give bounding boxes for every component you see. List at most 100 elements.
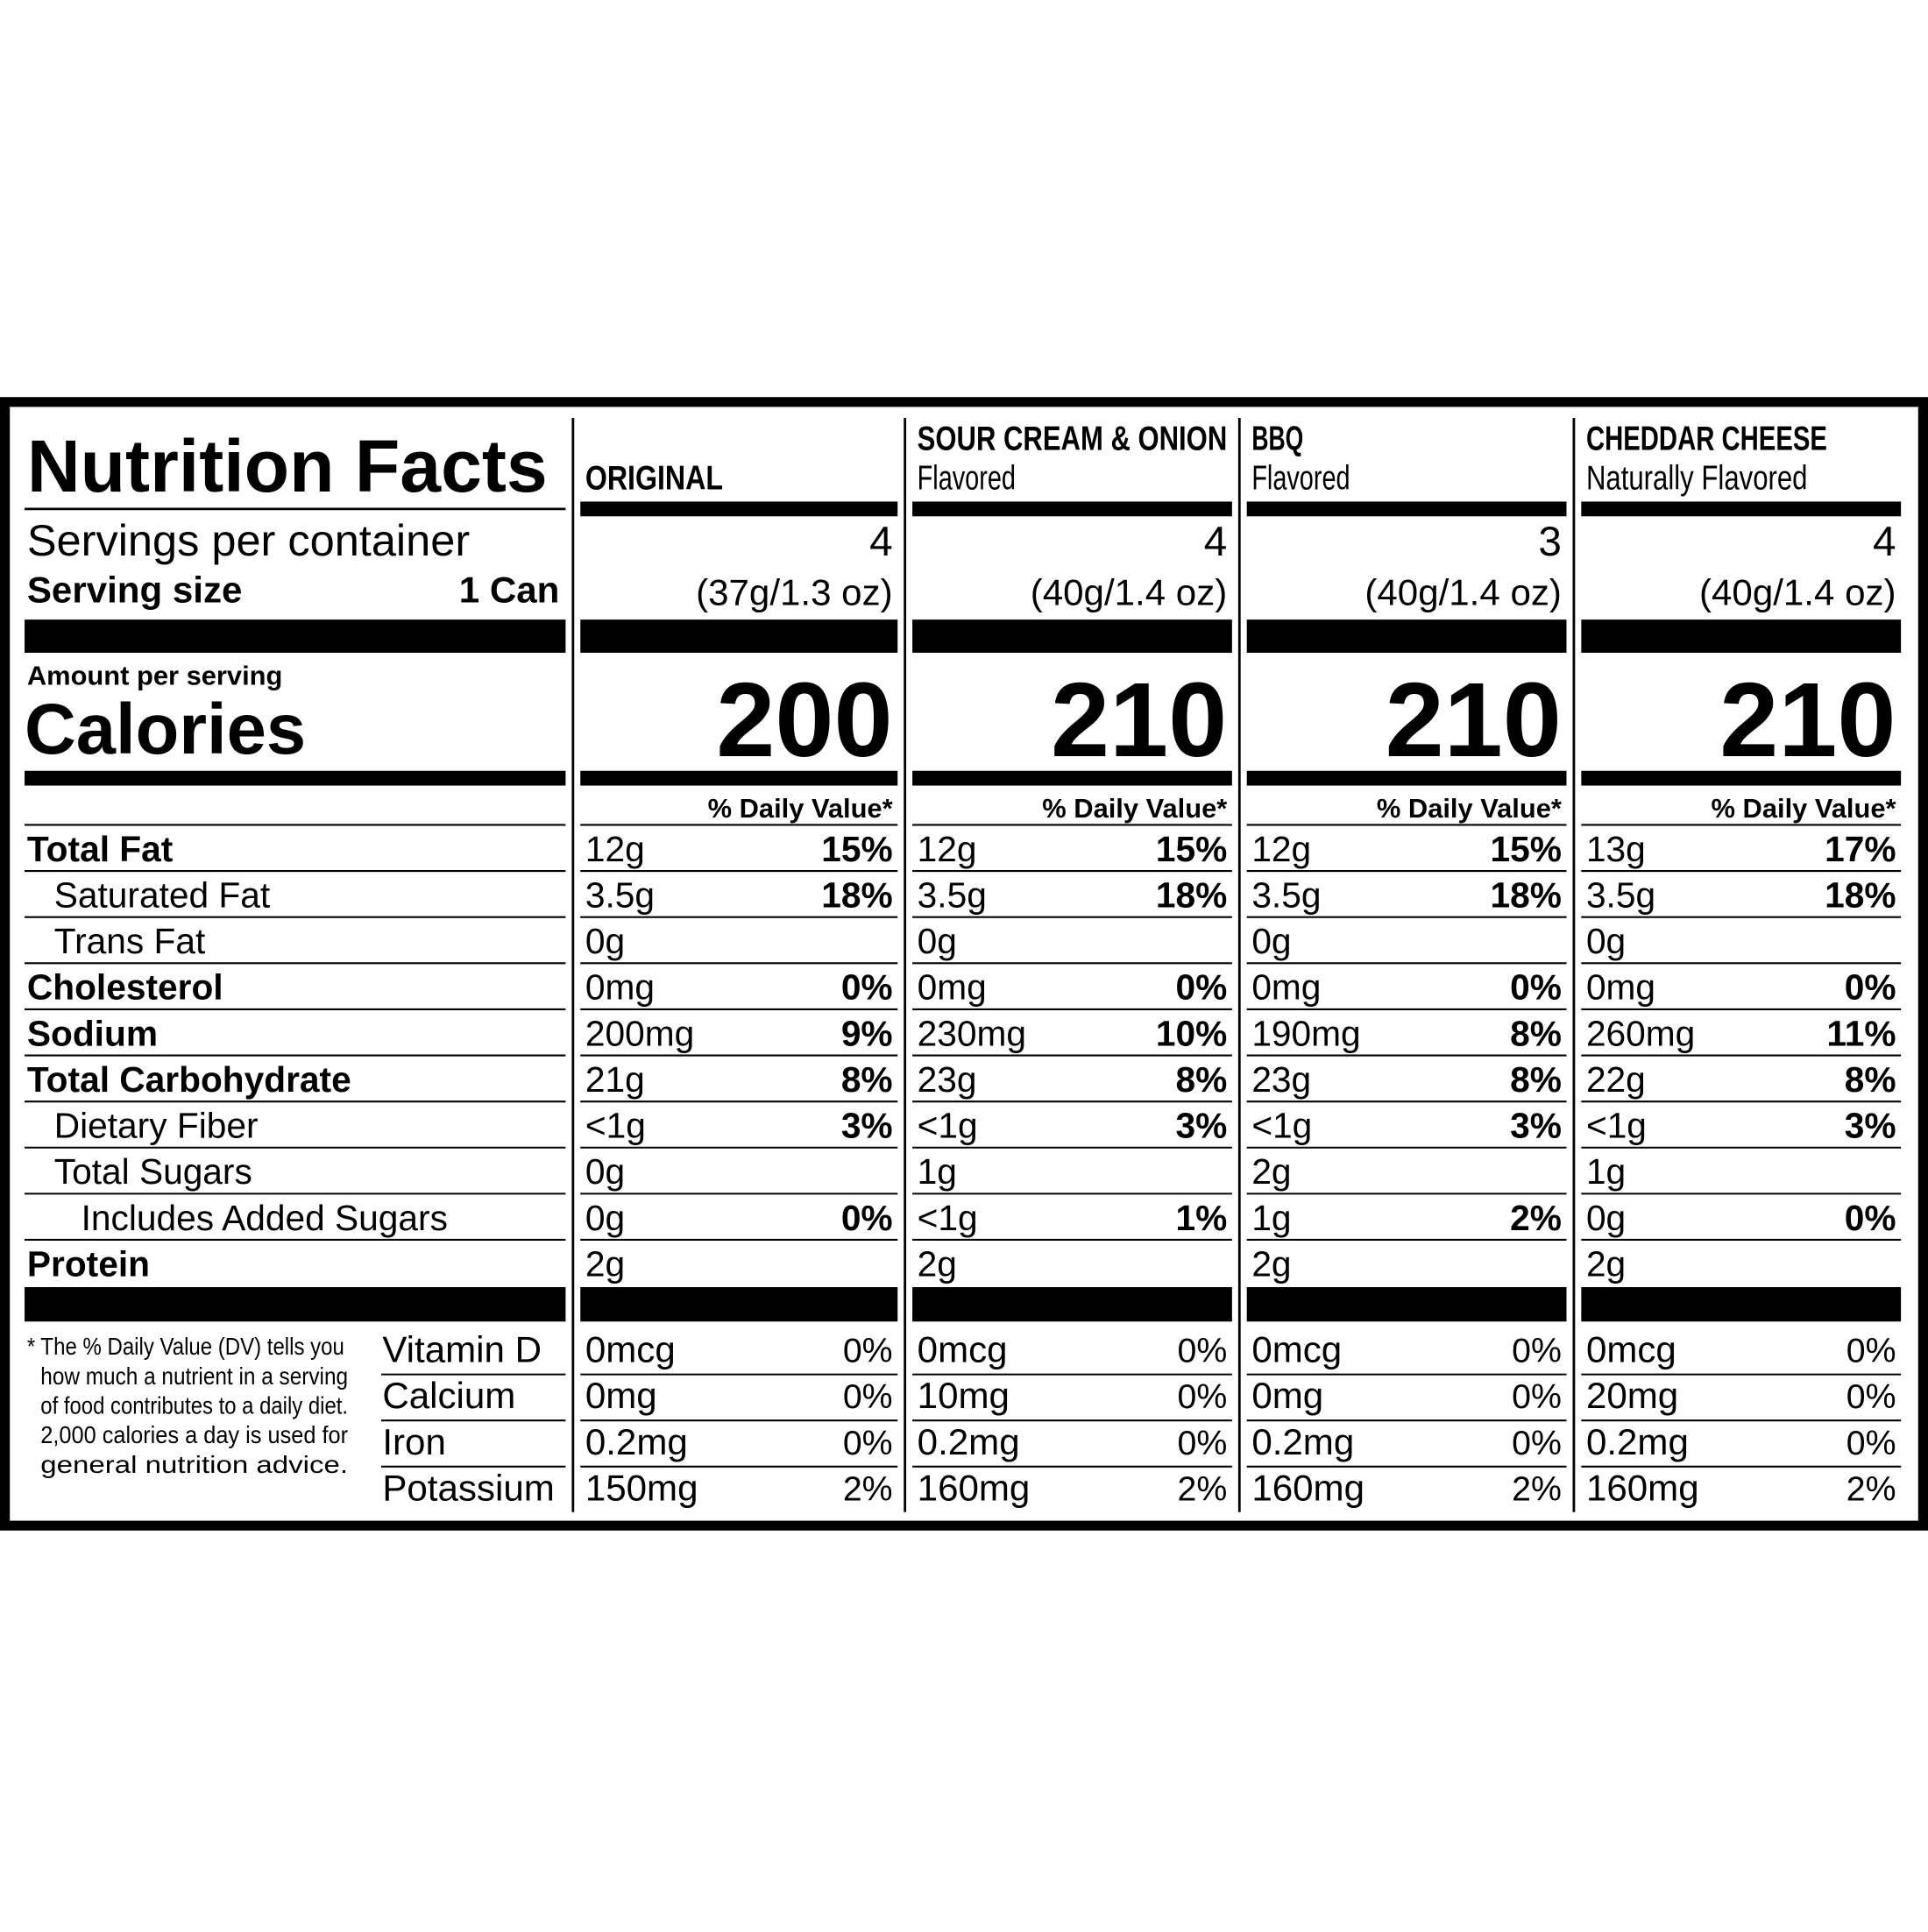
- nutrient-label: Trans Fat: [54, 921, 206, 961]
- nutrient-dv: 3%: [1845, 1106, 1896, 1146]
- nutrient-amount: 0mg: [1251, 967, 1321, 1008]
- nutrient-amount: 0mg: [1586, 967, 1655, 1008]
- nutrient-dv: 0%: [1510, 967, 1562, 1008]
- nutrient-amount: 0g: [585, 1198, 625, 1238]
- amount-label: Amount per serving: [27, 661, 283, 691]
- nutrient-amount: 0g: [1251, 921, 1291, 961]
- nutrient-amount: 200mg: [585, 1013, 694, 1053]
- vitamin-amount: 20mg: [1586, 1375, 1678, 1416]
- serving-size-value: 1 Can: [459, 570, 560, 611]
- vitamin-label: Potassium: [382, 1467, 554, 1508]
- nutrient-amount: 3.5g: [918, 874, 987, 915]
- dv-header: % Daily Value*: [1042, 793, 1227, 824]
- nutrient-amount: 0mg: [918, 967, 987, 1008]
- nutrient-amount: 0mg: [585, 967, 655, 1008]
- label-border: [0, 397, 1928, 1531]
- nutrient-amount: 22g: [1586, 1059, 1646, 1100]
- vitamin-dv: 0%: [1846, 1377, 1896, 1416]
- nutrient-dv: 8%: [1845, 1059, 1896, 1100]
- nutrient-amount: 12g: [918, 829, 977, 869]
- vitamin-amount: 0.2mg: [585, 1421, 688, 1462]
- nutrient-amount: 12g: [585, 829, 645, 869]
- vitamin-amount: 0mcg: [585, 1329, 676, 1370]
- thick-bar: [1581, 1287, 1902, 1322]
- nutrient-label: Saturated Fat: [54, 874, 270, 915]
- nutrient-amount: 0g: [585, 1151, 625, 1192]
- serving-size-label: Serving size: [27, 570, 243, 611]
- nutrient-dv: 1%: [1175, 1198, 1227, 1238]
- nutrient-amount: 3.5g: [1586, 874, 1655, 915]
- nutrient-amount: 1g: [1586, 1151, 1626, 1192]
- nutrient-dv: 0%: [1845, 1198, 1896, 1238]
- nutrient-dv: 0%: [841, 1198, 893, 1238]
- product-name: SOUR CREAM & ONION: [918, 420, 1228, 458]
- thick-bar: [1246, 1287, 1567, 1322]
- thick-bar: [1581, 501, 1902, 517]
- nutrient-dv: 3%: [1510, 1106, 1562, 1146]
- nutrient-dv: 9%: [841, 1013, 893, 1053]
- nutrient-dv: 8%: [841, 1059, 893, 1100]
- nutrient-dv: 11%: [1826, 1013, 1896, 1053]
- vitamin-dv: 2%: [843, 1469, 893, 1508]
- product-name: BBQ: [1251, 420, 1303, 458]
- servings: 4: [869, 519, 893, 565]
- nutrient-amount: <1g: [1251, 1106, 1312, 1146]
- calories: 210: [1719, 661, 1896, 779]
- thick-bar: [580, 619, 898, 654]
- thick-bar: [912, 501, 1232, 517]
- vitamin-dv: 0%: [843, 1377, 893, 1416]
- vitamin-dv: 0%: [1512, 1332, 1562, 1370]
- serving-size: (37g/1.3 oz): [696, 571, 892, 612]
- thick-bar: [25, 1287, 566, 1322]
- footnote: * The % Daily Value (DV) tells you: [27, 1333, 344, 1360]
- nutrient-dv: 3%: [1175, 1106, 1227, 1146]
- title: Nutrition Facts: [27, 425, 548, 507]
- nutrient-dv: 18%: [1490, 874, 1561, 915]
- nutrient-dv: 0%: [1175, 967, 1227, 1008]
- vitamin-dv: 0%: [1846, 1424, 1896, 1462]
- calories-label: Calories: [25, 690, 306, 769]
- nutrient-label: Total Sugars: [54, 1151, 252, 1192]
- servings: 4: [1873, 519, 1896, 565]
- nutrient-dv: 10%: [1156, 1013, 1227, 1053]
- servings: 4: [1204, 519, 1228, 565]
- nutrient-amount: 2g: [1251, 1243, 1291, 1284]
- vitamin-dv: 2%: [1846, 1469, 1896, 1508]
- servings-label: Servings per container: [27, 515, 470, 565]
- nutrient-amount: 2g: [1586, 1243, 1626, 1284]
- serving-size: (40g/1.4 oz): [1699, 571, 1896, 612]
- thick-bar: [580, 770, 898, 786]
- vitamin-label: Calcium: [382, 1375, 515, 1416]
- nutrient-amount: 13g: [1586, 829, 1646, 869]
- vitamin-amount: 0mcg: [1251, 1329, 1342, 1370]
- thick-bar: [580, 501, 898, 517]
- nutrient-dv: 18%: [1156, 874, 1227, 915]
- nutrient-amount: 23g: [1251, 1059, 1311, 1100]
- nutrient-label: Dietary Fiber: [54, 1106, 259, 1146]
- dv-header: % Daily Value*: [1712, 793, 1896, 824]
- vitamin-amount: 160mg: [1251, 1467, 1364, 1508]
- nutrient-amount: 0g: [1586, 921, 1626, 961]
- nutrient-dv: 8%: [1175, 1059, 1227, 1100]
- nutrient-label: Total Carbohydrate: [27, 1059, 351, 1100]
- calories: 210: [1386, 661, 1562, 779]
- dv-header: % Daily Value*: [708, 793, 893, 824]
- thick-bar: [1246, 619, 1567, 654]
- nutrient-amount: <1g: [918, 1198, 978, 1238]
- nutrient-amount: 1g: [918, 1151, 957, 1192]
- thick-bar: [1581, 619, 1902, 654]
- vitamin-dv: 0%: [843, 1424, 893, 1462]
- nutrient-dv: 17%: [1825, 829, 1896, 869]
- footnote: general nutrition advice.: [40, 1451, 348, 1478]
- nutrient-amount: 2g: [585, 1243, 625, 1284]
- nutrient-dv: 2%: [1510, 1198, 1562, 1238]
- footnote: 2,000 calories a day is used for: [40, 1421, 348, 1448]
- vitamin-amount: 160mg: [1586, 1467, 1699, 1508]
- footnote: of food contributes to a daily diet.: [40, 1392, 348, 1419]
- nutrient-amount: 12g: [1251, 829, 1311, 869]
- vitamin-amount: 0mg: [585, 1375, 657, 1416]
- nutrient-amount: 3.5g: [1251, 874, 1321, 915]
- nutrient-dv: 8%: [1510, 1013, 1562, 1053]
- serving-size: (40g/1.4 oz): [1031, 571, 1227, 612]
- product-subtitle: Flavored: [918, 458, 1016, 497]
